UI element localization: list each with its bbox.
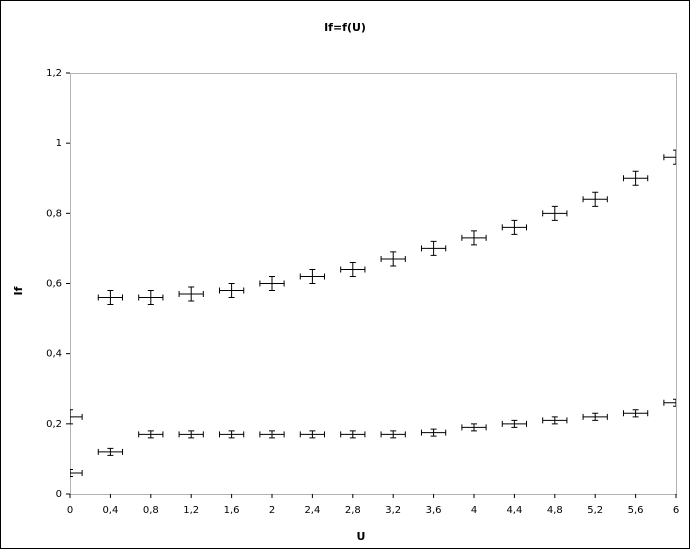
y-error-bar bbox=[349, 430, 356, 439]
y-error-bar bbox=[632, 409, 639, 418]
error-point bbox=[542, 205, 568, 221]
error-point bbox=[461, 230, 487, 246]
y-error-bar bbox=[430, 428, 437, 437]
error-point bbox=[501, 219, 528, 235]
y-error-bar bbox=[309, 430, 316, 439]
error-point bbox=[461, 423, 487, 432]
y-error-bar bbox=[70, 468, 73, 477]
y-error-bar bbox=[511, 219, 518, 235]
y-tick-label: 0,4 bbox=[46, 349, 62, 360]
error-point bbox=[420, 240, 447, 256]
x-tick-label: 4,4 bbox=[506, 505, 522, 516]
x-tick-label: 3,6 bbox=[426, 505, 442, 516]
y-tick-label: 1 bbox=[56, 138, 62, 149]
x-error-bar bbox=[70, 469, 83, 476]
x-error-bar bbox=[663, 154, 676, 161]
y-error-bar bbox=[390, 251, 397, 267]
y-axis-label: If bbox=[12, 286, 25, 295]
x-tick-label: 3,2 bbox=[385, 505, 401, 516]
x-tick-label: 4,8 bbox=[547, 505, 563, 516]
chart-title: If=f(U) bbox=[324, 21, 366, 34]
y-error-bar bbox=[390, 430, 397, 439]
error-point bbox=[663, 398, 676, 407]
y-error-bar bbox=[269, 275, 275, 292]
error-point bbox=[178, 286, 204, 302]
error-point bbox=[178, 430, 204, 439]
x-tick-label: 2,8 bbox=[345, 505, 361, 516]
error-point bbox=[97, 447, 124, 456]
error-point bbox=[380, 251, 406, 267]
error-point bbox=[70, 468, 83, 477]
y-error-bar bbox=[632, 170, 639, 186]
error-point bbox=[218, 430, 245, 439]
x-tick-label: 0,4 bbox=[102, 505, 118, 516]
error-point bbox=[542, 416, 568, 425]
y-tick-label: 0,8 bbox=[46, 208, 62, 219]
y-error-bar bbox=[147, 290, 154, 306]
y-tick-label: 0,6 bbox=[46, 279, 62, 290]
error-point bbox=[138, 430, 164, 439]
y-tick-label: 0,2 bbox=[46, 419, 62, 430]
y-error-bar bbox=[269, 430, 275, 439]
x-tick-label: 5,2 bbox=[587, 505, 603, 516]
error-point bbox=[622, 170, 649, 186]
x-tick-label: 4 bbox=[471, 505, 477, 516]
error-point bbox=[582, 191, 608, 207]
y-error-bar bbox=[309, 268, 316, 284]
y-tick-label: 1,2 bbox=[46, 68, 62, 79]
y-error-bar bbox=[228, 430, 235, 439]
y-error-bar bbox=[471, 230, 477, 246]
x-tick-label: 2,4 bbox=[304, 505, 320, 516]
x-tick-label: 0,8 bbox=[143, 505, 159, 516]
y-error-bar bbox=[511, 419, 518, 428]
error-point bbox=[97, 290, 124, 306]
y-error-bar bbox=[592, 412, 599, 421]
y-error-bar bbox=[673, 149, 676, 165]
y-error-bar bbox=[349, 261, 356, 277]
y-error-bar bbox=[228, 283, 235, 299]
error-point bbox=[501, 419, 528, 428]
error-point bbox=[340, 261, 366, 277]
error-point bbox=[259, 430, 285, 439]
error-point bbox=[70, 409, 83, 425]
error-point bbox=[340, 430, 366, 439]
error-point bbox=[663, 149, 676, 165]
x-error-bar bbox=[70, 413, 83, 420]
error-point bbox=[259, 275, 285, 292]
error-point bbox=[622, 409, 649, 418]
x-error-bar bbox=[663, 399, 676, 406]
y-error-bar bbox=[551, 205, 558, 221]
y-error-bar bbox=[430, 240, 437, 256]
marks bbox=[70, 149, 676, 477]
y-error-bar bbox=[70, 409, 73, 425]
x-tick-label: 5,6 bbox=[628, 505, 644, 516]
x-tick-label: 6 bbox=[673, 505, 679, 516]
error-point bbox=[138, 290, 164, 306]
y-tick-label: 0 bbox=[56, 489, 62, 500]
y-error-bar bbox=[673, 398, 676, 407]
x-tick-label: 2 bbox=[269, 505, 275, 516]
y-error-bar bbox=[592, 191, 599, 207]
y-error-bar bbox=[188, 430, 195, 439]
x-axis-label: U bbox=[357, 530, 366, 543]
x-tick-label: 0 bbox=[67, 505, 73, 516]
error-point bbox=[380, 430, 406, 439]
error-point bbox=[299, 268, 326, 284]
y-error-bar bbox=[147, 430, 154, 439]
error-point bbox=[218, 283, 245, 299]
y-error-bar bbox=[471, 423, 477, 432]
y-error-bar bbox=[188, 286, 195, 302]
error-point bbox=[420, 428, 447, 437]
x-tick-label: 1,2 bbox=[183, 505, 199, 516]
x-tick-label: 1,6 bbox=[224, 505, 240, 516]
plot-area bbox=[70, 73, 677, 495]
y-error-bar bbox=[551, 416, 558, 425]
y-error-bar bbox=[107, 447, 114, 456]
y-error-bar bbox=[107, 290, 114, 306]
error-point bbox=[299, 430, 326, 439]
error-point bbox=[582, 412, 608, 421]
